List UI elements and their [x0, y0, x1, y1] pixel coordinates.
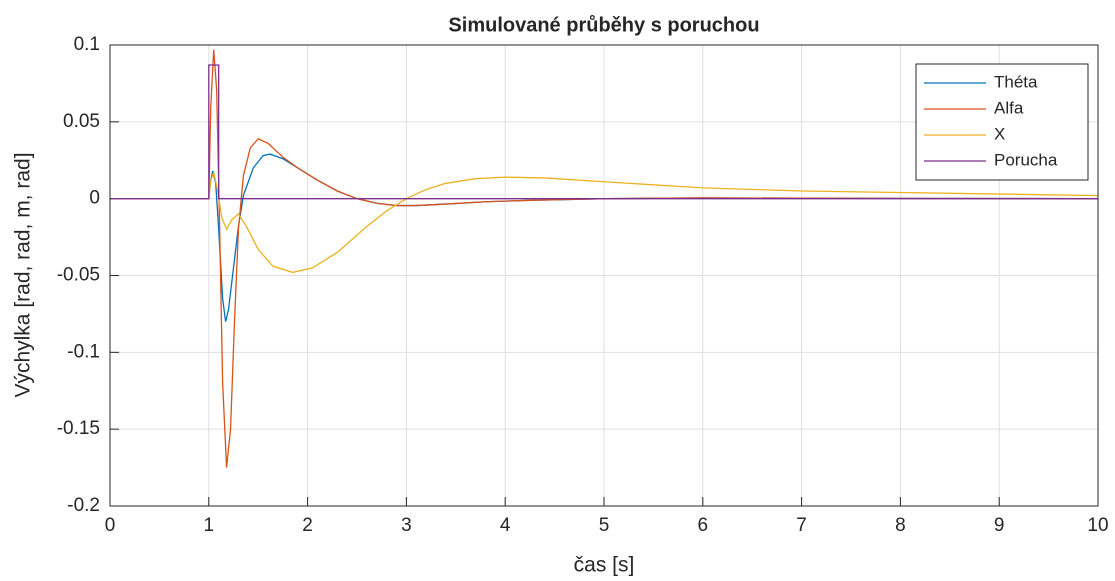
legend-label: Porucha: [994, 150, 1058, 169]
x-tick-label: 4: [500, 515, 511, 536]
x-tick-label: 3: [401, 515, 412, 536]
y-tick-label: -0.1: [67, 341, 100, 362]
x-tick-label: 5: [599, 515, 610, 536]
y-tick-label: -0.05: [57, 265, 100, 286]
plot-lines: [110, 49, 1098, 468]
x-axis-label: čas [s]: [574, 554, 635, 577]
y-axis-label: Výchylka [rad, rad, m, rad]: [12, 152, 35, 397]
y-tick-label: -0.15: [57, 418, 100, 439]
legend-label: Théta: [994, 72, 1038, 91]
x-tick-label: 10: [1087, 515, 1108, 536]
y-tick-label: 0: [89, 188, 100, 209]
legend-label: Alfa: [994, 98, 1024, 117]
data-line: [110, 170, 1098, 274]
y-tick-label: 0.05: [63, 111, 100, 132]
chart-title: Simulované průběhy s poruchou: [448, 14, 759, 36]
x-tick-label: 7: [796, 515, 807, 536]
data-line: [110, 64, 1098, 200]
data-line: [110, 49, 1098, 468]
x-tick-label: 8: [895, 515, 906, 536]
x-tick-label: 1: [204, 515, 215, 536]
y-tick-label: -0.2: [67, 495, 100, 516]
axes-box: [109, 44, 1099, 507]
legend-label: X: [994, 124, 1005, 143]
x-tick-label: 0: [105, 515, 116, 536]
x-tick-label: 6: [698, 515, 709, 536]
x-tick-label: 2: [302, 515, 313, 536]
y-tick-label: 0.1: [74, 34, 100, 55]
x-tick-label: 9: [994, 515, 1005, 536]
